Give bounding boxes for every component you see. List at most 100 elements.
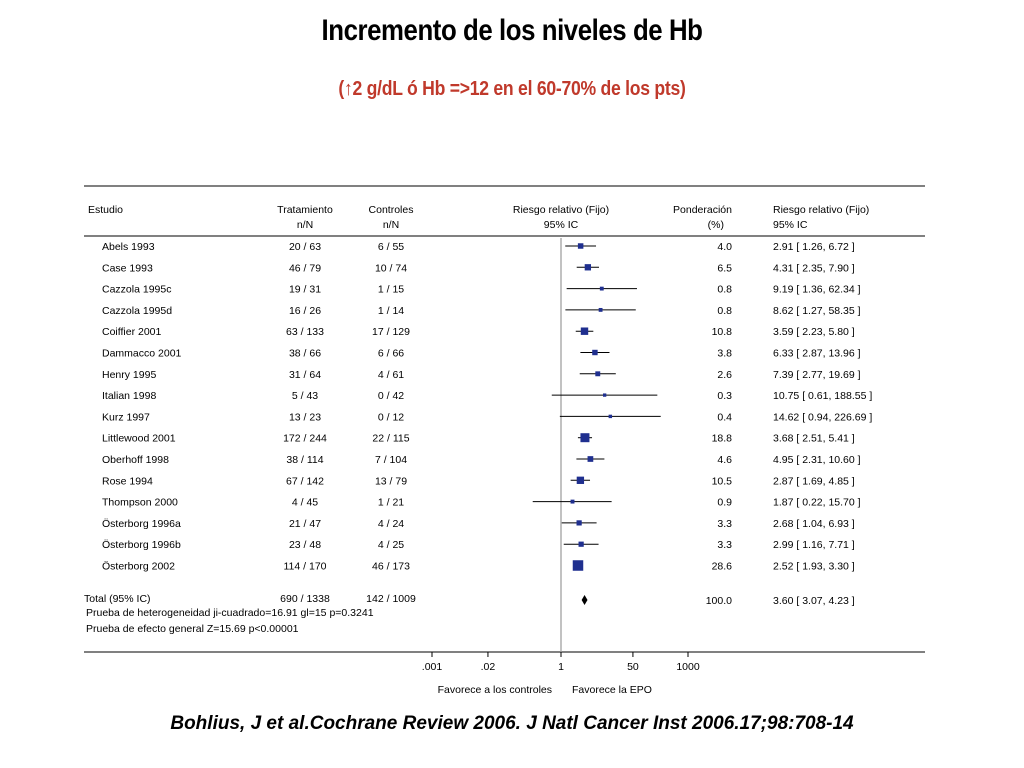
- study-control: 4 / 61: [378, 369, 404, 381]
- study-ci-text: 2.99 [ 1.16, 7.71 ]: [773, 539, 855, 551]
- study-treatment: 4 / 45: [292, 497, 318, 509]
- page-subtitle: (↑2 g/dL ó Hb =>12 en el 60-70% de los p…: [338, 78, 686, 100]
- study-marker: [584, 264, 592, 271]
- header-effect-ci: 95% IC: [544, 219, 579, 231]
- study-ci-text: 2.87 [ 1.69, 4.85 ]: [773, 475, 855, 487]
- study-weight: 6.5: [717, 262, 732, 274]
- study-control: 0 / 42: [378, 390, 404, 402]
- study-weight: 0.3: [717, 390, 732, 402]
- study-ci-text: 7.39 [ 2.77, 19.69 ]: [773, 369, 861, 381]
- study-treatment: 13 / 23: [289, 411, 321, 423]
- total-treatment: 690 / 1338: [280, 593, 330, 605]
- study-marker: [570, 499, 575, 504]
- study-name: Rose 1994: [102, 475, 153, 487]
- total-ci-text: 3.60 [ 3.07, 4.23 ]: [773, 595, 855, 607]
- axis-tick-label: 1000: [676, 661, 700, 673]
- study-control: 17 / 129: [372, 326, 410, 338]
- study-marker: [576, 476, 585, 484]
- study-control: 6 / 55: [378, 241, 404, 253]
- study-treatment: 16 / 26: [289, 305, 321, 317]
- study-name: Cazzola 1995d: [102, 305, 172, 317]
- study-marker: [595, 371, 601, 377]
- study-marker: [592, 349, 598, 356]
- study-marker: [576, 520, 582, 526]
- total-name: Total (95% IC): [84, 593, 151, 605]
- study-treatment: 63 / 133: [286, 326, 324, 338]
- study-control: 1 / 15: [378, 284, 404, 296]
- study-ci-text: 6.33 [ 2.87, 13.96 ]: [773, 348, 861, 360]
- study-name: Cazzola 1995c: [102, 284, 171, 296]
- study-control: 6 / 66: [378, 348, 404, 360]
- study-control: 4 / 24: [378, 518, 404, 530]
- study-weight: 0.8: [717, 305, 732, 317]
- study-treatment: 5 / 43: [292, 390, 318, 402]
- header-control-unit: n/N: [383, 219, 399, 231]
- study-name: Thompson 2000: [102, 497, 178, 509]
- study-treatment: 38 / 114: [286, 454, 323, 466]
- study-ci-text: 14.62 [ 0.94, 226.69 ]: [773, 411, 872, 423]
- study-name: Österborg 2002: [102, 561, 175, 573]
- study-control: 13 / 79: [375, 475, 407, 487]
- study-weight: 4.0: [717, 241, 732, 253]
- study-weight: 0.4: [717, 411, 732, 423]
- study-weight: 0.9: [717, 497, 732, 509]
- study-ci-text: 3.68 [ 2.51, 5.41 ]: [773, 433, 855, 445]
- total-weight: 100.0: [706, 595, 732, 607]
- axis-tick-label: 1: [558, 661, 564, 673]
- study-treatment: 21 / 47: [289, 518, 321, 530]
- study-marker: [603, 393, 607, 397]
- study-treatment: 23 / 48: [289, 539, 321, 551]
- study-ci-text: 2.68 [ 1.04, 6.93 ]: [773, 518, 855, 530]
- study-marker: [608, 414, 613, 419]
- study-treatment: 114 / 170: [283, 561, 326, 573]
- citation: Bohlius, J et al.Cochrane Review 2006. J…: [170, 713, 854, 734]
- study-control: 22 / 115: [372, 433, 409, 445]
- study-control: 10 / 74: [375, 262, 407, 274]
- study-treatment: 46 / 79: [289, 262, 321, 274]
- total-diamond: [581, 595, 588, 605]
- study-weight: 4.6: [717, 454, 732, 466]
- study-name: Österborg 1996b: [102, 539, 181, 551]
- axis-tick-label: .02: [481, 661, 496, 673]
- overall-effect-test: Prueba de efecto general Z=15.69 p<0.000…: [86, 623, 299, 635]
- study-ci-text: 4.95 [ 2.31, 10.60 ]: [773, 454, 861, 466]
- study-name: Henry 1995: [102, 369, 156, 381]
- study-name: Italian 1998: [102, 390, 156, 402]
- study-marker: [578, 541, 584, 547]
- study-marker: [580, 433, 590, 443]
- study-control: 1 / 14: [378, 305, 404, 317]
- heterogeneity-test: Prueba de heterogeneidad ji-cuadrado=16.…: [86, 607, 374, 619]
- study-ci-text: 3.59 [ 2.23, 5.80 ]: [773, 326, 855, 338]
- page-title: Incremento de los niveles de Hb: [321, 14, 703, 47]
- study-marker: [587, 456, 594, 462]
- header-result-ci: 95% IC: [773, 219, 808, 231]
- header-control: Controles: [369, 204, 414, 216]
- axis-tick-label: 50: [627, 661, 639, 673]
- study-ci-text: 2.52 [ 1.93, 3.30 ]: [773, 561, 855, 573]
- study-ci-text: 9.19 [ 1.36, 62.34 ]: [773, 284, 861, 296]
- study-weight: 3.3: [717, 518, 732, 530]
- axis-label-right: Favorece la EPO: [572, 684, 652, 696]
- study-control: 4 / 25: [378, 539, 404, 551]
- study-name: Kurz 1997: [102, 411, 150, 423]
- study-weight: 3.8: [717, 348, 732, 360]
- study-marker: [572, 560, 584, 571]
- study-name: Dammacco 2001: [102, 348, 182, 360]
- header-treatment: Tratamiento: [277, 204, 333, 216]
- study-ci-text: 4.31 [ 2.35, 7.90 ]: [773, 262, 855, 274]
- header-weight-unit: (%): [708, 219, 724, 231]
- study-control: 46 / 173: [372, 561, 410, 573]
- study-ci-text: 10.75 [ 0.61, 188.55 ]: [773, 390, 872, 402]
- header-study: Estudio: [88, 204, 123, 216]
- study-weight: 18.8: [712, 433, 733, 445]
- study-weight: 2.6: [717, 369, 732, 381]
- study-treatment: 38 / 66: [289, 348, 321, 360]
- study-control: 1 / 21: [378, 497, 404, 509]
- study-marker: [598, 307, 603, 312]
- study-weight: 3.3: [717, 539, 732, 551]
- study-treatment: 20 / 63: [289, 241, 321, 253]
- study-treatment: 67 / 142: [286, 475, 324, 487]
- study-treatment: 172 / 244: [283, 433, 327, 445]
- header-effect: Riesgo relativo (Fijo): [513, 204, 609, 216]
